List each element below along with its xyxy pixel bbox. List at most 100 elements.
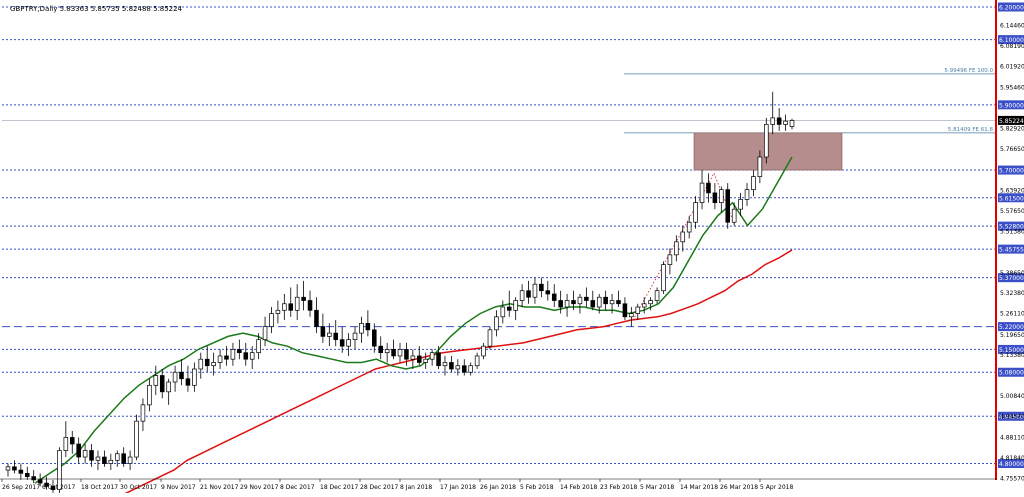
candle <box>551 284 557 308</box>
candle <box>288 287 294 317</box>
candle <box>262 316 268 347</box>
projection-dotted-line <box>713 173 736 226</box>
candle-body <box>372 329 377 347</box>
candle-body <box>494 316 499 331</box>
candle <box>57 447 62 493</box>
level-label-bg <box>998 2 1024 12</box>
candle-body <box>384 349 390 354</box>
current-price-label: 5.85224 <box>998 115 1024 125</box>
time-tick-label: 30 Oct 2017 <box>120 484 157 491</box>
price-tick-label: 4.94570 <box>1000 414 1024 421</box>
candle-body <box>346 339 351 347</box>
candle <box>500 300 506 324</box>
price-tick-label: 5.57650 <box>1000 208 1024 215</box>
price-tick-label: 5.26110 <box>1000 311 1024 318</box>
candle-body <box>783 120 788 125</box>
level-label-bg <box>998 165 1024 175</box>
candle-body <box>359 322 364 334</box>
time-tick-label: 5 Feb 2018 <box>520 484 554 491</box>
candle-body <box>423 358 428 363</box>
candle <box>31 470 36 484</box>
candle <box>204 346 210 373</box>
level-label-bg <box>998 244 1024 254</box>
candle-body <box>269 313 274 327</box>
candle <box>616 290 621 308</box>
candle-body <box>237 349 242 354</box>
candle-body <box>127 456 133 464</box>
candle-body <box>500 306 506 318</box>
candle-body <box>365 322 371 331</box>
level-label-text: 4.94500 <box>999 414 1024 421</box>
candle <box>584 287 589 308</box>
candle-body <box>249 352 255 360</box>
candle <box>635 303 641 321</box>
candle <box>249 346 255 369</box>
candle-body <box>539 283 544 292</box>
level-price-label: 4.80000 <box>998 459 1024 469</box>
candle <box>301 280 306 311</box>
candle <box>339 326 345 353</box>
candle <box>12 460 17 474</box>
candle <box>198 352 204 379</box>
candle-body <box>301 296 306 301</box>
candle-body <box>674 241 679 256</box>
candle-body <box>474 355 480 367</box>
candle-body <box>731 208 737 223</box>
candle-body <box>185 378 191 386</box>
candle-body <box>179 371 184 380</box>
candle <box>307 290 313 317</box>
candle-body <box>314 309 319 327</box>
candle-body <box>134 420 139 458</box>
candle-body <box>629 313 634 318</box>
level-label-text: 5.45755 <box>999 247 1024 254</box>
candle-body <box>693 202 698 223</box>
candle <box>211 352 216 376</box>
candle-body <box>320 326 326 337</box>
candle <box>609 293 615 314</box>
time-tick-label: 26 Sep 2017 <box>2 484 40 491</box>
candle <box>423 352 428 369</box>
candle-body <box>230 349 236 360</box>
candle <box>680 225 686 252</box>
candle <box>230 342 236 366</box>
level-label-text: 5.52800 <box>999 224 1024 231</box>
level-label-text: 6.10000 <box>999 37 1024 44</box>
candle <box>783 114 788 131</box>
candle <box>629 307 634 327</box>
time-tick-label: 17 Jan 2018 <box>440 484 476 491</box>
candle <box>513 297 518 321</box>
candle <box>410 349 416 369</box>
candle <box>776 108 782 131</box>
candle <box>744 183 750 206</box>
candle <box>372 323 377 353</box>
candle <box>346 333 351 356</box>
candle-body <box>108 459 114 464</box>
candle <box>693 196 698 229</box>
candle <box>378 336 383 360</box>
candle-body <box>63 437 69 451</box>
level-price-label: 5.37000 <box>998 273 1024 283</box>
candle <box>384 342 390 363</box>
level-price-label: 5.22000 <box>998 322 1024 332</box>
candle <box>121 447 126 467</box>
candle <box>571 290 576 311</box>
candle <box>532 277 538 304</box>
candle-body <box>513 300 518 311</box>
candle <box>397 342 403 363</box>
candle <box>757 150 763 184</box>
fast-moving-average-line <box>34 156 793 484</box>
candle-body <box>506 306 512 311</box>
candle-body <box>661 264 666 292</box>
candle <box>5 463 11 477</box>
price-tick-label: 5.95460 <box>1000 85 1024 92</box>
candle <box>282 293 287 321</box>
candle-body <box>744 189 750 200</box>
symbol-header: GBPTRY,Daily 5.83363 5.85735 5.82488 5.8… <box>10 5 183 13</box>
candle-body <box>654 290 660 301</box>
time-tick-label: 14 Feb 2018 <box>560 484 598 491</box>
price-tick-label: 5.32380 <box>1000 290 1024 297</box>
candle <box>269 307 274 334</box>
candle <box>237 339 242 360</box>
candle-body <box>172 371 178 383</box>
